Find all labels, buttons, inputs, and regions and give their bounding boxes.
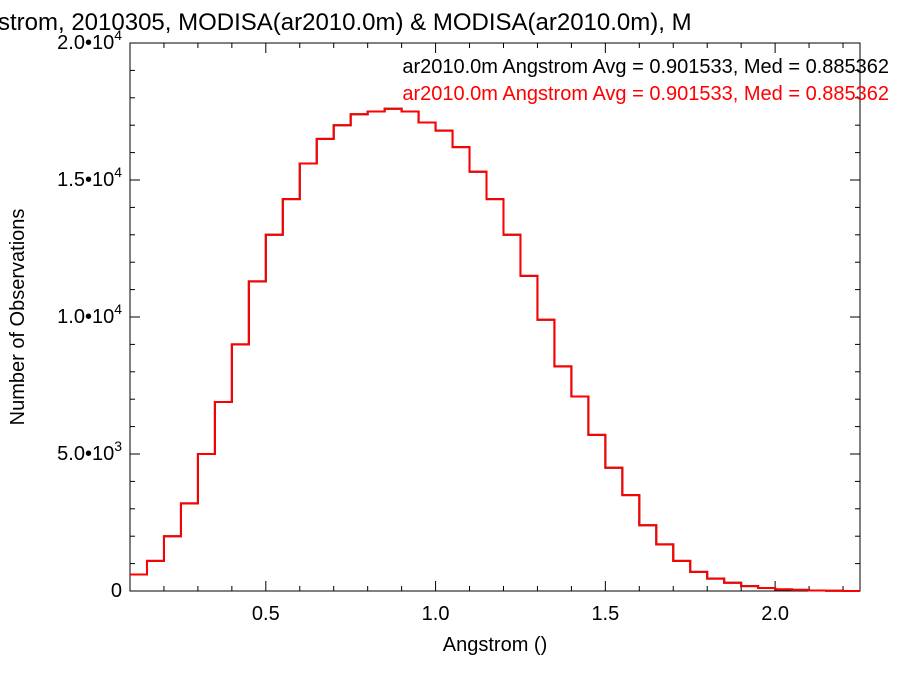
legend-entry-2: ar2010.0m Angstrom Avg = 0.901533, Med =… [402, 83, 889, 105]
y-tick-label: 0 [111, 580, 122, 602]
chart-title: strom, 2010305, MODISA(ar2010.0m) & MODI… [0, 9, 692, 36]
y-tick-mantissa: 0 [111, 580, 122, 602]
x-tick-label: 0.5 [252, 603, 280, 625]
y-tick-mantissa: 2.0•10 [57, 32, 114, 54]
y-tick-label: 1.5•104 [57, 164, 122, 191]
series-layer [130, 107, 860, 592]
legend: ar2010.0m Angstrom Avg = 0.901533, Med =… [402, 56, 889, 105]
y-tick-label: 5.0•103 [57, 438, 122, 465]
y-tick-exponent: 3 [114, 438, 122, 454]
legend-entry-1: ar2010.0m Angstrom Avg = 0.901533, Med =… [402, 56, 889, 78]
y-tick-label: 2.0•104 [57, 27, 122, 54]
tick-labels: 0.5 1.0 1.5 2.005.0•1031.0•1041.5•1042.0•10… [57, 27, 789, 625]
plot-area-frame [129, 42, 861, 592]
x-tick-label: 1.5 [591, 603, 619, 625]
histogram-series-1 [130, 107, 860, 592]
y-tick-exponent: 4 [114, 301, 122, 317]
y-tick-exponent: 4 [114, 27, 122, 43]
x-tick-label: 2.0 [761, 603, 789, 625]
y-tick-label: 1.0•104 [57, 301, 122, 328]
y-tick-mantissa: 1.0•10 [57, 306, 114, 328]
axis-ticks [129, 42, 860, 592]
y-tick-mantissa: 5.0•10 [57, 443, 114, 465]
x-axis-label: Angstrom () [443, 634, 547, 656]
y-axis-label: Number of Observations [7, 209, 29, 426]
x-tick-label: 1.0 [422, 603, 450, 625]
y-tick-mantissa: 1.5•10 [57, 169, 114, 191]
y-tick-exponent: 4 [114, 164, 122, 180]
histogram-series-2 [130, 107, 860, 592]
